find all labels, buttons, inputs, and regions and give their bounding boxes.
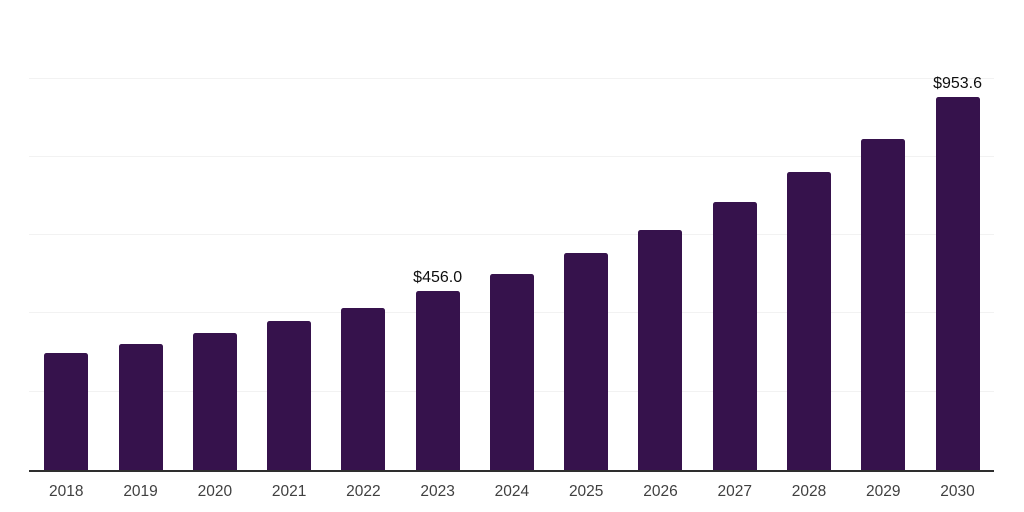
- x-tick-2025: 2025: [568, 483, 604, 500]
- bar-2026: [638, 230, 683, 470]
- x-axis-line: [29, 470, 994, 472]
- x-tick-2019: 2019: [123, 483, 158, 500]
- data-label-2030: $953.6: [933, 74, 982, 92]
- bar-2029: [861, 139, 906, 470]
- x-tick-2022: 2022: [346, 483, 381, 500]
- x-tick-2030: 2030: [940, 483, 975, 500]
- bar-2024: [489, 273, 534, 470]
- gridline-800: [29, 155, 994, 157]
- x-tick-2024: 2024: [494, 483, 530, 500]
- bar-2020: [192, 332, 237, 470]
- bar-2022: [341, 307, 386, 470]
- data-label-2023: $456.0: [413, 269, 463, 287]
- x-tick-2028: 2028: [791, 483, 827, 500]
- bar-2028: [787, 172, 831, 470]
- x-tick-2020: 2020: [197, 483, 233, 500]
- bar-2021: [267, 320, 312, 470]
- bar-2030: [935, 96, 980, 470]
- bar-2018: [44, 352, 89, 470]
- bar-2023: [415, 291, 460, 470]
- bar-2019: [118, 343, 163, 470]
- gridline-600: [29, 234, 994, 236]
- gridline-1000: [29, 77, 994, 79]
- bar-2027: [712, 201, 757, 470]
- x-tick-2027: 2027: [717, 483, 752, 500]
- x-tick-2023: 2023: [420, 483, 455, 500]
- x-tick-2026: 2026: [643, 483, 678, 500]
- x-tick-2029: 2029: [866, 483, 901, 500]
- bar-2025: [564, 253, 609, 470]
- x-tick-2018: 2018: [49, 483, 84, 500]
- x-tick-2021: 2021: [271, 483, 307, 500]
